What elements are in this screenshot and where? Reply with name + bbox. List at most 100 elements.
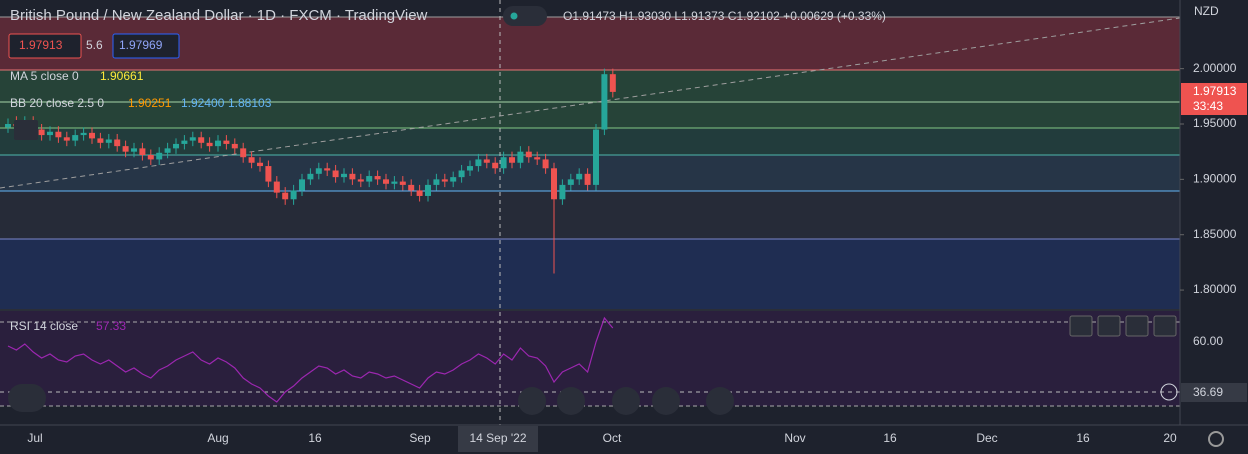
candle-body xyxy=(534,157,541,160)
candle-body xyxy=(357,179,364,182)
currency[interactable]: NZD xyxy=(1194,4,1219,18)
candle-body xyxy=(341,173,347,178)
candle-body xyxy=(609,74,616,92)
ma-label: MA 5 close 0 xyxy=(10,69,79,83)
pane-buttons xyxy=(1069,315,1177,337)
candle-body xyxy=(5,124,11,128)
logo[interactable] xyxy=(8,384,46,412)
price-axis xyxy=(1180,0,1248,454)
zone xyxy=(0,70,1180,128)
candle-body xyxy=(299,179,305,191)
candle-body xyxy=(55,131,62,138)
ohlc: O1.91473 H1.93030 L1.91373 C1.92102 +0.0… xyxy=(563,9,886,23)
candle-body xyxy=(399,181,406,185)
candle-body xyxy=(324,168,331,171)
candle-body xyxy=(164,148,171,153)
candle-body xyxy=(391,181,398,184)
candle-body xyxy=(189,137,196,141)
candle-body xyxy=(433,179,440,185)
candle-body xyxy=(383,179,389,184)
rsi-value: 57.33 xyxy=(96,319,126,333)
candle-body xyxy=(131,148,137,152)
candle-body xyxy=(257,162,263,167)
candle-body xyxy=(147,155,154,160)
candle-body xyxy=(525,151,532,158)
candle-body xyxy=(265,166,272,182)
candle-body xyxy=(584,173,591,185)
candle-body xyxy=(97,138,104,143)
candle-body xyxy=(492,162,499,169)
x-tick-label: 20 xyxy=(1163,431,1177,445)
ask: 1.97969 xyxy=(119,38,163,52)
button[interactable] xyxy=(1097,315,1121,337)
candle-body xyxy=(290,190,297,200)
scroll-left[interactable] xyxy=(612,387,640,415)
y-tick-label: 1.80000 xyxy=(1193,282,1237,296)
candle-body xyxy=(475,159,482,167)
candle-body xyxy=(366,176,373,182)
crosshair-date: 14 Sep '22 xyxy=(469,431,526,445)
candle-body xyxy=(47,131,53,136)
crosshair-tag xyxy=(1181,383,1247,402)
button[interactable] xyxy=(1153,315,1177,337)
candle-body xyxy=(215,140,221,147)
status-pill[interactable] xyxy=(503,6,547,26)
last-price: 1.97913 xyxy=(1193,84,1237,98)
x-tick-label: 16 xyxy=(1076,431,1090,445)
candle-body xyxy=(559,184,566,200)
candle-body xyxy=(80,132,87,136)
candle-body xyxy=(483,159,490,163)
candle-body xyxy=(315,168,322,174)
candle-body xyxy=(248,157,255,163)
candle-body xyxy=(441,179,448,182)
collapse-button[interactable] xyxy=(14,120,38,140)
buy-button[interactable] xyxy=(112,33,180,59)
candle-body xyxy=(231,143,238,149)
candle-body xyxy=(467,166,473,171)
trend-line xyxy=(0,17,1181,189)
candle-body xyxy=(567,179,574,185)
candle-body xyxy=(542,159,549,169)
add-button[interactable] xyxy=(1160,383,1178,401)
candle-body xyxy=(139,148,146,155)
y-tick-label: 2.00000 xyxy=(1193,61,1237,75)
candle-body xyxy=(114,139,121,147)
zoom-out[interactable] xyxy=(518,387,546,415)
x-tick-label: Sep xyxy=(409,431,431,445)
spread: 5.6 xyxy=(86,38,103,52)
candle-body xyxy=(173,143,179,149)
bb-basis: 1.90251 xyxy=(128,96,172,110)
candle-body xyxy=(450,177,457,182)
bb-lower: 1.88103 xyxy=(228,96,272,110)
y-tick-label: 1.90000 xyxy=(1193,172,1237,186)
candle-body xyxy=(282,192,289,200)
candle-body xyxy=(156,152,163,160)
zone xyxy=(0,191,1180,239)
candle-body xyxy=(273,181,280,193)
candle-body xyxy=(122,146,129,152)
zoom-in[interactable] xyxy=(557,387,585,415)
sell-button[interactable] xyxy=(8,33,82,59)
rsi-zone xyxy=(0,311,1180,406)
rsi-tick-label: 60.00 xyxy=(1193,334,1223,348)
button[interactable] xyxy=(1069,315,1093,337)
candle-body xyxy=(332,170,339,178)
reset[interactable] xyxy=(706,387,734,415)
zone xyxy=(0,239,1180,309)
ma-value: 1.90661 xyxy=(100,69,144,83)
bid: 1.97913 xyxy=(19,38,63,52)
candle-body xyxy=(458,170,465,178)
button[interactable] xyxy=(1125,315,1149,337)
candle-body xyxy=(240,148,247,158)
zone xyxy=(0,17,1180,70)
candle-body xyxy=(408,184,415,191)
settings[interactable] xyxy=(1208,431,1224,447)
x-tick-label: 16 xyxy=(883,431,897,445)
last-price-tag xyxy=(1181,83,1247,115)
candle-body xyxy=(509,157,515,163)
crosshair-value: 36.69 xyxy=(1193,385,1223,399)
status-dot xyxy=(510,12,518,20)
scroll-right[interactable] xyxy=(652,387,680,415)
candle-body xyxy=(63,137,70,141)
symbol-title: British Pound / New Zealand Dollar · 1D … xyxy=(10,7,428,24)
